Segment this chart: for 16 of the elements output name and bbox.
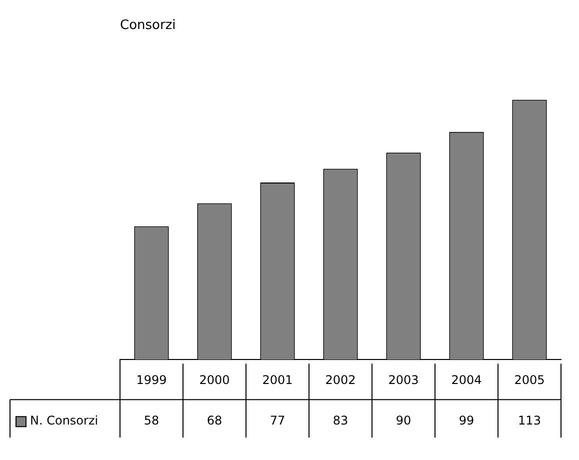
data-label: 99 bbox=[458, 414, 474, 428]
x-tick-label: 2005 bbox=[514, 372, 545, 387]
data-label: 90 bbox=[396, 414, 412, 428]
x-tick-label: 2003 bbox=[388, 372, 419, 387]
data-label: 77 bbox=[270, 414, 286, 428]
x-tick-label: 1999 bbox=[136, 372, 167, 387]
x-tick-label: 2002 bbox=[325, 372, 356, 387]
legend-label: N. Consorzi bbox=[30, 414, 98, 428]
x-tick-label: 2000 bbox=[199, 372, 230, 387]
data-label: 83 bbox=[332, 414, 348, 428]
data-label: 113 bbox=[518, 414, 541, 428]
data-label: 58 bbox=[144, 414, 160, 428]
x-tick-label: 2004 bbox=[451, 372, 482, 387]
data-label: 68 bbox=[206, 414, 222, 428]
x-tick-label: 2001 bbox=[262, 372, 293, 387]
chart-title: Consorzi bbox=[120, 18, 176, 34]
